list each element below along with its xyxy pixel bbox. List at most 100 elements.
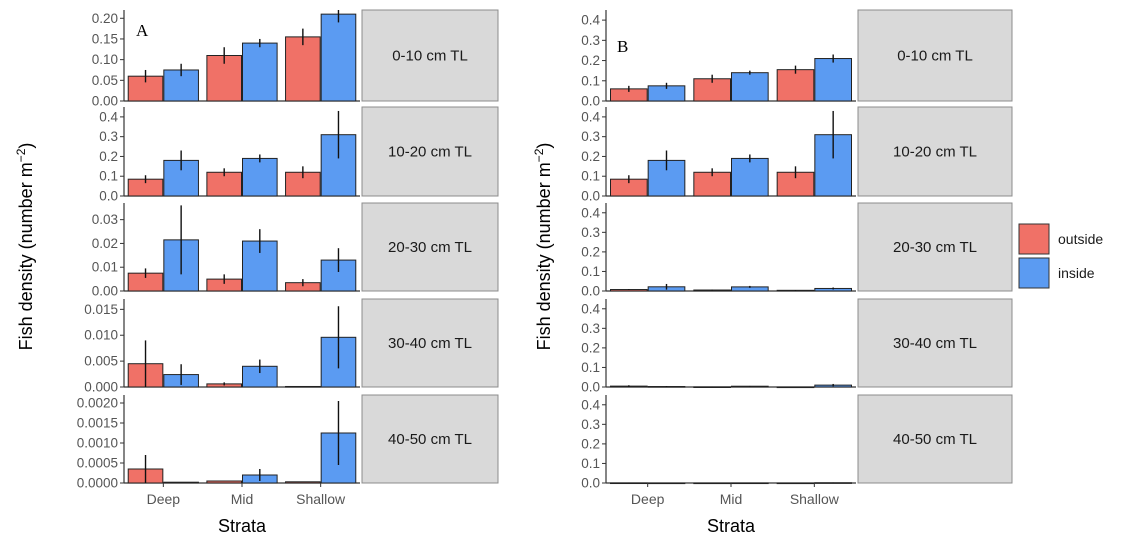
panel-a: 0.00 0.05 0.10 0.15 0.20 0-10 cm TL 0.0 0.1 0.2 0… (14, 9, 499, 536)
y-axis-title-main: Fish density (number m (16, 162, 36, 350)
inside-bar-mid (242, 157, 278, 197)
y-tick-label: 0.4 (581, 205, 600, 220)
y-tick-label: 0.20 (92, 11, 118, 26)
facet-strip-label: 30-40 cm TL (893, 335, 977, 352)
y-tick-label: 0.2 (581, 53, 600, 68)
y-tick-label: 0.0 (581, 380, 600, 395)
y-tick-label: 0.0005 (77, 456, 118, 471)
y-tick-label: 0.0000 (77, 476, 118, 491)
inside-bar-shallow (320, 13, 357, 102)
y-tick-label: 0.1 (581, 360, 600, 375)
y-tick-label: 0.2 (581, 340, 600, 355)
x-tick-label: Mid (231, 491, 254, 507)
x-tick-label: Shallow (790, 491, 840, 507)
y-tick-label: 0.2 (581, 244, 600, 259)
y-tick-label: 0.0 (99, 189, 118, 204)
facet-strip-label: 20-30 cm TL (893, 239, 977, 256)
y-axis-title-main: Fish density (number m (534, 162, 554, 350)
y-tick-label: 0.005 (84, 354, 118, 369)
y-tick-label: 0.010 (84, 328, 118, 343)
y-tick-label: 0.3 (581, 417, 600, 432)
y-tick-label: 0.03 (92, 212, 118, 227)
y-tick-label: 0.2 (99, 149, 118, 164)
facet-strip (361, 106, 499, 197)
outside-bar-mid (693, 482, 731, 485)
y-tick-label: 0.3 (581, 33, 600, 48)
y-axis-title-superscript: −2 (532, 148, 546, 162)
facet-strip-label: 10-20 cm TL (388, 144, 472, 161)
inside-bar-shallow (320, 259, 357, 292)
outside-bar-shallow (285, 481, 321, 484)
x-axis-title: Strata (707, 516, 756, 536)
x-axis-title: Strata (218, 516, 267, 536)
panel-letter: B (617, 37, 628, 56)
y-tick-label: 0.1 (99, 169, 118, 184)
outside-bar-shallow (776, 69, 815, 102)
y-tick-label: 0.1 (581, 456, 600, 471)
y-tick-label: 0.4 (99, 109, 118, 124)
y-axis-title-close: ) (16, 143, 36, 149)
y-tick-label: 0.4 (581, 397, 600, 412)
facet-strip (857, 106, 1013, 197)
legend-label-inside: inside (1058, 265, 1095, 281)
y-tick-label: 0.0 (581, 94, 600, 109)
y-tick-label: 0.00 (92, 94, 118, 109)
facet-strip-label: 10-20 cm TL (893, 144, 977, 161)
legend-swatch-inside (1018, 257, 1050, 289)
inside-bar-mid (731, 157, 769, 197)
y-tick-label: 0.1 (581, 73, 600, 88)
outside-bar-shallow (285, 36, 321, 102)
facet-strip-label: 40-50 cm TL (893, 431, 977, 448)
x-tick-label: Deep (631, 491, 665, 507)
x-tick-label: Shallow (296, 491, 346, 507)
y-tick-label: 0.10 (92, 52, 118, 67)
y-tick-label: 0.3 (581, 321, 600, 336)
inside-bar-mid (731, 482, 769, 485)
legend-swatch-outside (1018, 223, 1050, 255)
y-tick-label: 0.2 (581, 436, 600, 451)
facet-strip (857, 202, 1013, 292)
inside-bar-deep (647, 482, 686, 485)
y-tick-label: 0.3 (581, 129, 600, 144)
y-tick-label: 0.4 (581, 13, 600, 28)
x-tick-label: Deep (147, 491, 181, 507)
y-tick-label: 0.3 (99, 129, 118, 144)
facet-strip (857, 298, 1013, 388)
y-axis-title: Fish density (number m−2) (14, 143, 36, 351)
y-tick-label: 0.1 (581, 264, 600, 279)
y-axis-title: Fish density (number m−2) (532, 143, 554, 351)
facet-strip (857, 394, 1013, 484)
x-tick-label: Mid (720, 491, 743, 507)
outside-bar-mid (693, 386, 731, 388)
facet-strip (361, 298, 499, 388)
panel-letter: A (136, 21, 149, 40)
outside-bar-mid (206, 480, 243, 484)
facet-strip-label: 20-30 cm TL (388, 239, 472, 256)
facet-strip (857, 9, 1013, 102)
y-tick-label: 0.0 (581, 284, 600, 299)
y-tick-label: 0.15 (92, 31, 118, 46)
y-tick-label: 0.0 (581, 189, 600, 204)
y-tick-label: 0.000 (84, 380, 118, 395)
y-tick-label: 0.05 (92, 73, 118, 88)
y-tick-label: 0.0015 (77, 416, 118, 431)
facet-strip-label: 30-40 cm TL (388, 335, 472, 352)
outside-bar-shallow (776, 482, 815, 485)
facet-strip (361, 394, 499, 484)
facet-strip (361, 202, 499, 292)
inside-bar-shallow (814, 58, 852, 102)
facet-strip (361, 9, 499, 102)
legend: outside inside (1018, 223, 1103, 289)
y-tick-label: 0.0 (581, 476, 600, 491)
y-tick-label: 0.3 (581, 225, 600, 240)
y-tick-label: 0.4 (581, 301, 600, 316)
outside-bar-deep (610, 482, 648, 485)
facet-strip-label: 40-50 cm TL (388, 431, 472, 448)
inside-bar-mid (242, 42, 278, 102)
y-tick-label: 0.015 (84, 302, 118, 317)
inside-bar-deep (163, 481, 199, 484)
outside-bar-shallow (776, 386, 815, 389)
inside-bar-mid (731, 72, 769, 102)
y-tick-label: 0.0010 (77, 436, 118, 451)
